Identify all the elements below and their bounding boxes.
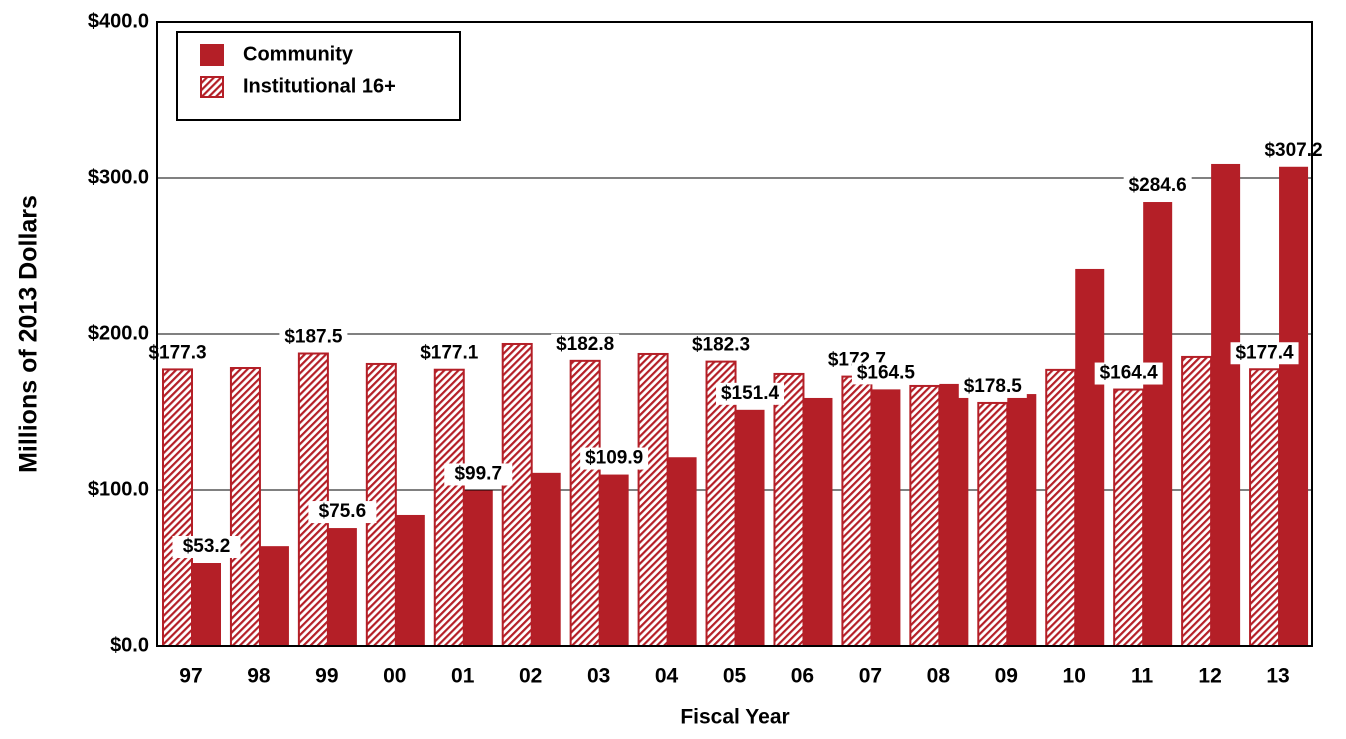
y-axis-title: Millions of 2013 Dollars	[15, 195, 43, 473]
label-background	[415, 342, 484, 365]
bar	[1045, 368, 1077, 647]
data-label: $151.4	[721, 383, 780, 404]
x-tick-label: 10	[1063, 665, 1086, 688]
bar	[259, 546, 289, 646]
x-tick-label: 11	[1131, 665, 1154, 688]
x-tick-label: 07	[859, 665, 882, 688]
x-tick-label: 06	[791, 665, 814, 688]
data-label: $178.5	[964, 376, 1023, 397]
data-label: $177.1	[420, 343, 479, 364]
bar	[637, 352, 669, 647]
bar	[463, 490, 493, 646]
bar	[395, 514, 425, 646]
label-background	[851, 362, 920, 385]
label-background	[580, 447, 649, 470]
y-tick-label: $400.0	[88, 10, 149, 32]
data-label: $177.3	[148, 342, 206, 363]
y-tick-label: $100.0	[88, 478, 149, 500]
bar	[1249, 368, 1281, 647]
bar	[1113, 388, 1145, 647]
x-tick-label: 98	[247, 665, 271, 688]
bar	[599, 474, 629, 646]
label-background	[551, 333, 620, 356]
data-label: $177.4	[1235, 342, 1294, 363]
x-tick-label: 13	[1266, 665, 1289, 688]
bar	[501, 342, 533, 647]
legend-swatch	[200, 76, 224, 98]
bar	[871, 389, 901, 646]
bar	[939, 383, 969, 646]
data-label: $109.9	[585, 448, 643, 469]
bar	[803, 397, 833, 646]
bar	[773, 372, 805, 647]
label-background	[1259, 139, 1328, 162]
data-label: $187.5	[284, 327, 343, 348]
data-label: $182.3	[692, 335, 750, 356]
x-tick-label: 12	[1198, 665, 1221, 688]
bar	[1181, 355, 1213, 647]
bar	[162, 368, 193, 647]
data-label: $307.2	[1264, 140, 1322, 161]
bar	[192, 563, 221, 646]
bar	[1143, 202, 1173, 647]
data-label: $164.5	[857, 362, 916, 383]
bar	[667, 457, 697, 646]
label-background	[716, 382, 785, 405]
bar	[1007, 394, 1037, 646]
data-label: $284.6	[1129, 175, 1187, 196]
x-tick-label: 05	[723, 665, 747, 688]
bar	[531, 472, 561, 646]
x-tick-label: 08	[927, 665, 951, 688]
label-background	[143, 342, 212, 365]
data-label: $99.7	[454, 463, 502, 484]
bar	[433, 368, 465, 647]
label-background	[1094, 362, 1163, 385]
y-tick-label: $200.0	[88, 322, 149, 344]
label-background	[687, 334, 756, 357]
data-label: $53.2	[183, 536, 231, 557]
x-tick-label: 03	[587, 665, 610, 688]
x-tick-label: 99	[315, 665, 338, 688]
bar	[977, 401, 1009, 647]
data-label: $182.8	[556, 334, 614, 355]
bar	[841, 375, 873, 647]
data-label: $75.6	[319, 501, 367, 522]
bar	[569, 359, 601, 647]
legend-label: Community	[243, 43, 354, 65]
plot-frame	[156, 21, 1313, 647]
bar	[909, 384, 941, 647]
bar	[735, 409, 765, 646]
label-background	[172, 536, 241, 559]
label-background	[308, 501, 377, 524]
label-background	[1230, 342, 1299, 365]
bar	[297, 352, 329, 647]
label-background	[444, 463, 513, 486]
x-tick-label: 02	[519, 665, 542, 688]
legend-box	[176, 31, 461, 121]
x-tick-label: 09	[995, 665, 1018, 688]
x-tick-label: 04	[655, 665, 679, 688]
label-background	[958, 375, 1027, 398]
x-tick-label: 00	[383, 665, 406, 688]
label-background	[279, 326, 348, 349]
bar	[1279, 166, 1309, 646]
x-tick-label: 01	[451, 665, 475, 688]
label-background	[1123, 175, 1192, 198]
y-tick-label: $0.0	[110, 634, 149, 656]
bar	[229, 367, 261, 647]
x-axis-title: Fiscal Year	[680, 706, 789, 729]
data-label: $164.4	[1100, 363, 1159, 384]
bar	[327, 528, 357, 646]
legend-label: Institutional 16+	[243, 75, 396, 97]
y-tick-label: $300.0	[88, 166, 149, 188]
bar	[1211, 163, 1241, 646]
legend-swatch	[200, 44, 224, 66]
x-tick-label: 97	[179, 665, 202, 688]
bar	[1075, 268, 1105, 646]
